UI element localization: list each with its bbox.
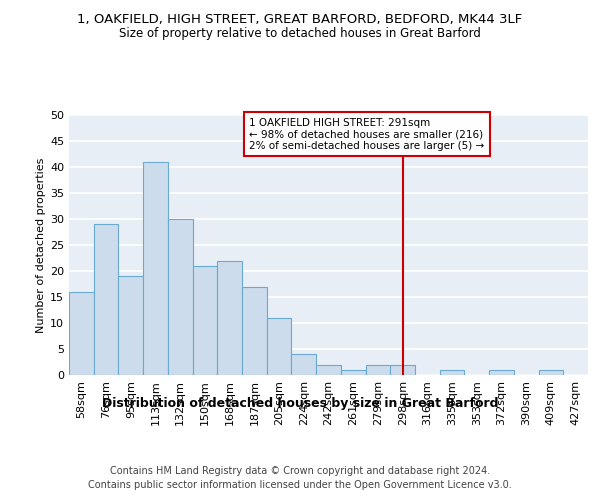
Bar <box>341 370 365 375</box>
Text: Size of property relative to detached houses in Great Barford: Size of property relative to detached ho… <box>119 28 481 40</box>
Bar <box>365 364 390 375</box>
Text: Distribution of detached houses by size in Great Barford: Distribution of detached houses by size … <box>102 398 498 410</box>
Bar <box>217 260 242 375</box>
Text: Contains HM Land Registry data © Crown copyright and database right 2024.
Contai: Contains HM Land Registry data © Crown c… <box>88 466 512 490</box>
Bar <box>143 162 168 375</box>
Bar <box>316 364 341 375</box>
Bar <box>539 370 563 375</box>
Text: 1 OAKFIELD HIGH STREET: 291sqm
← 98% of detached houses are smaller (216)
2% of : 1 OAKFIELD HIGH STREET: 291sqm ← 98% of … <box>250 118 485 151</box>
Text: 1, OAKFIELD, HIGH STREET, GREAT BARFORD, BEDFORD, MK44 3LF: 1, OAKFIELD, HIGH STREET, GREAT BARFORD,… <box>77 12 523 26</box>
Y-axis label: Number of detached properties: Number of detached properties <box>36 158 46 332</box>
Bar <box>390 364 415 375</box>
Bar <box>489 370 514 375</box>
Bar <box>242 286 267 375</box>
Bar <box>193 266 217 375</box>
Bar <box>69 292 94 375</box>
Bar <box>267 318 292 375</box>
Bar <box>292 354 316 375</box>
Bar <box>94 224 118 375</box>
Bar <box>168 219 193 375</box>
Bar <box>440 370 464 375</box>
Bar <box>118 276 143 375</box>
